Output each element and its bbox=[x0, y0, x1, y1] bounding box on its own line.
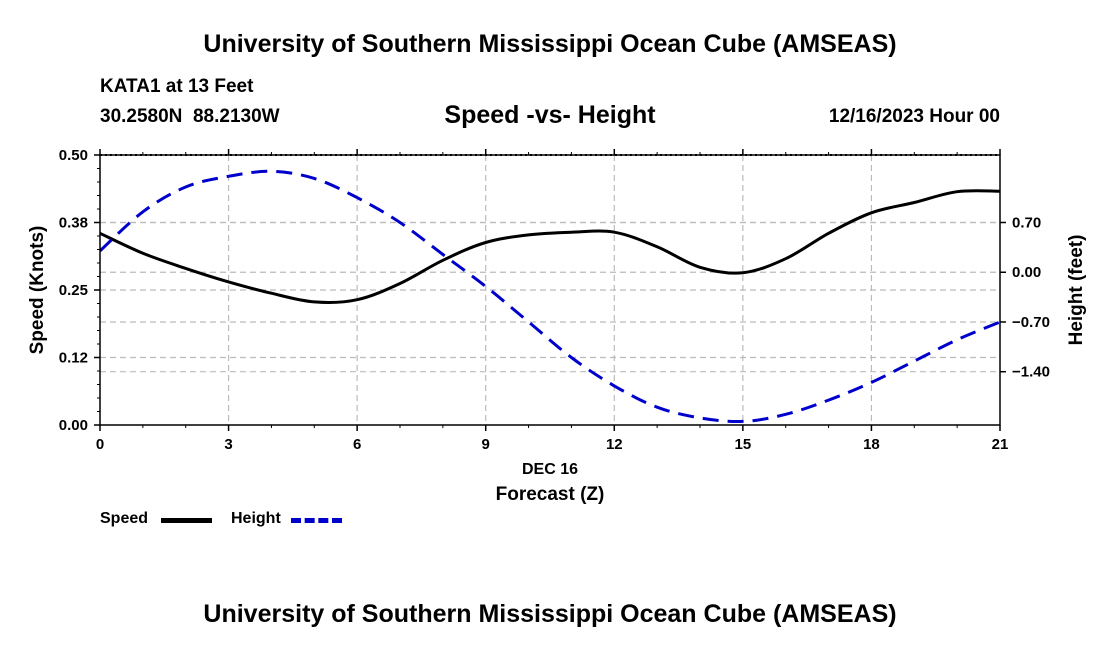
y-axis-label: Speed (Knots) bbox=[27, 226, 48, 355]
y2-tick-label: −1.40 bbox=[1012, 364, 1050, 381]
chart-title: University of Southern Mississippi Ocean… bbox=[203, 30, 897, 58]
legend-speed-swatch bbox=[161, 518, 212, 523]
y2-axis-label: Height (feet) bbox=[1066, 235, 1087, 346]
x-tick-label: 9 bbox=[482, 436, 490, 453]
x-tick-label: 21 bbox=[992, 436, 1009, 453]
series-line-speed bbox=[99, 189, 1001, 305]
y-tick-label: 0.12 bbox=[59, 350, 88, 367]
series-line-height bbox=[98, 169, 1001, 424]
series-lines bbox=[98, 169, 1001, 424]
forecast-datetime: 12/16/2023 Hour 00 bbox=[828, 106, 1000, 127]
x-tick-label: 15 bbox=[735, 436, 752, 453]
y-tick-label: 0.25 bbox=[59, 282, 88, 299]
x-tick-label: 6 bbox=[353, 436, 361, 453]
y-tick-label: 0.00 bbox=[59, 417, 88, 434]
x-tick-label: 18 bbox=[863, 436, 880, 453]
x-tick-label: 0 bbox=[96, 436, 104, 453]
station-name: KATA1 at 13 Feet bbox=[100, 76, 254, 97]
x-tick-label: 12 bbox=[606, 436, 623, 453]
y2-tick-label: 0.00 bbox=[1012, 264, 1041, 281]
legend-height-label: Height bbox=[231, 510, 281, 527]
legend-speed-label: Speed bbox=[100, 510, 149, 527]
grid bbox=[100, 155, 1000, 425]
x-axis-date-label: DEC 16 bbox=[522, 461, 578, 478]
y2-tick-label: −0.70 bbox=[1012, 314, 1050, 331]
legend-height-swatch bbox=[291, 518, 342, 523]
y-tick-label: 0.50 bbox=[59, 147, 88, 164]
x-tick-label: 3 bbox=[224, 436, 232, 453]
axes: 0 3 6 9 12 15 18 21 0.00 0.12 0.25 0.38 0.50 −1.40 −0.… bbox=[59, 147, 1050, 453]
y-tick-label: 0.38 bbox=[59, 215, 88, 232]
x-axis-label: Forecast (Z) bbox=[496, 484, 605, 505]
y2-tick-label: 0.70 bbox=[1012, 215, 1041, 232]
footer-title: University of Southern Mississippi Ocean… bbox=[203, 600, 897, 628]
station-coordinates: 30.2580N 88.2130W bbox=[100, 106, 280, 127]
chart-subtitle: Speed -vs- Height bbox=[444, 101, 656, 129]
